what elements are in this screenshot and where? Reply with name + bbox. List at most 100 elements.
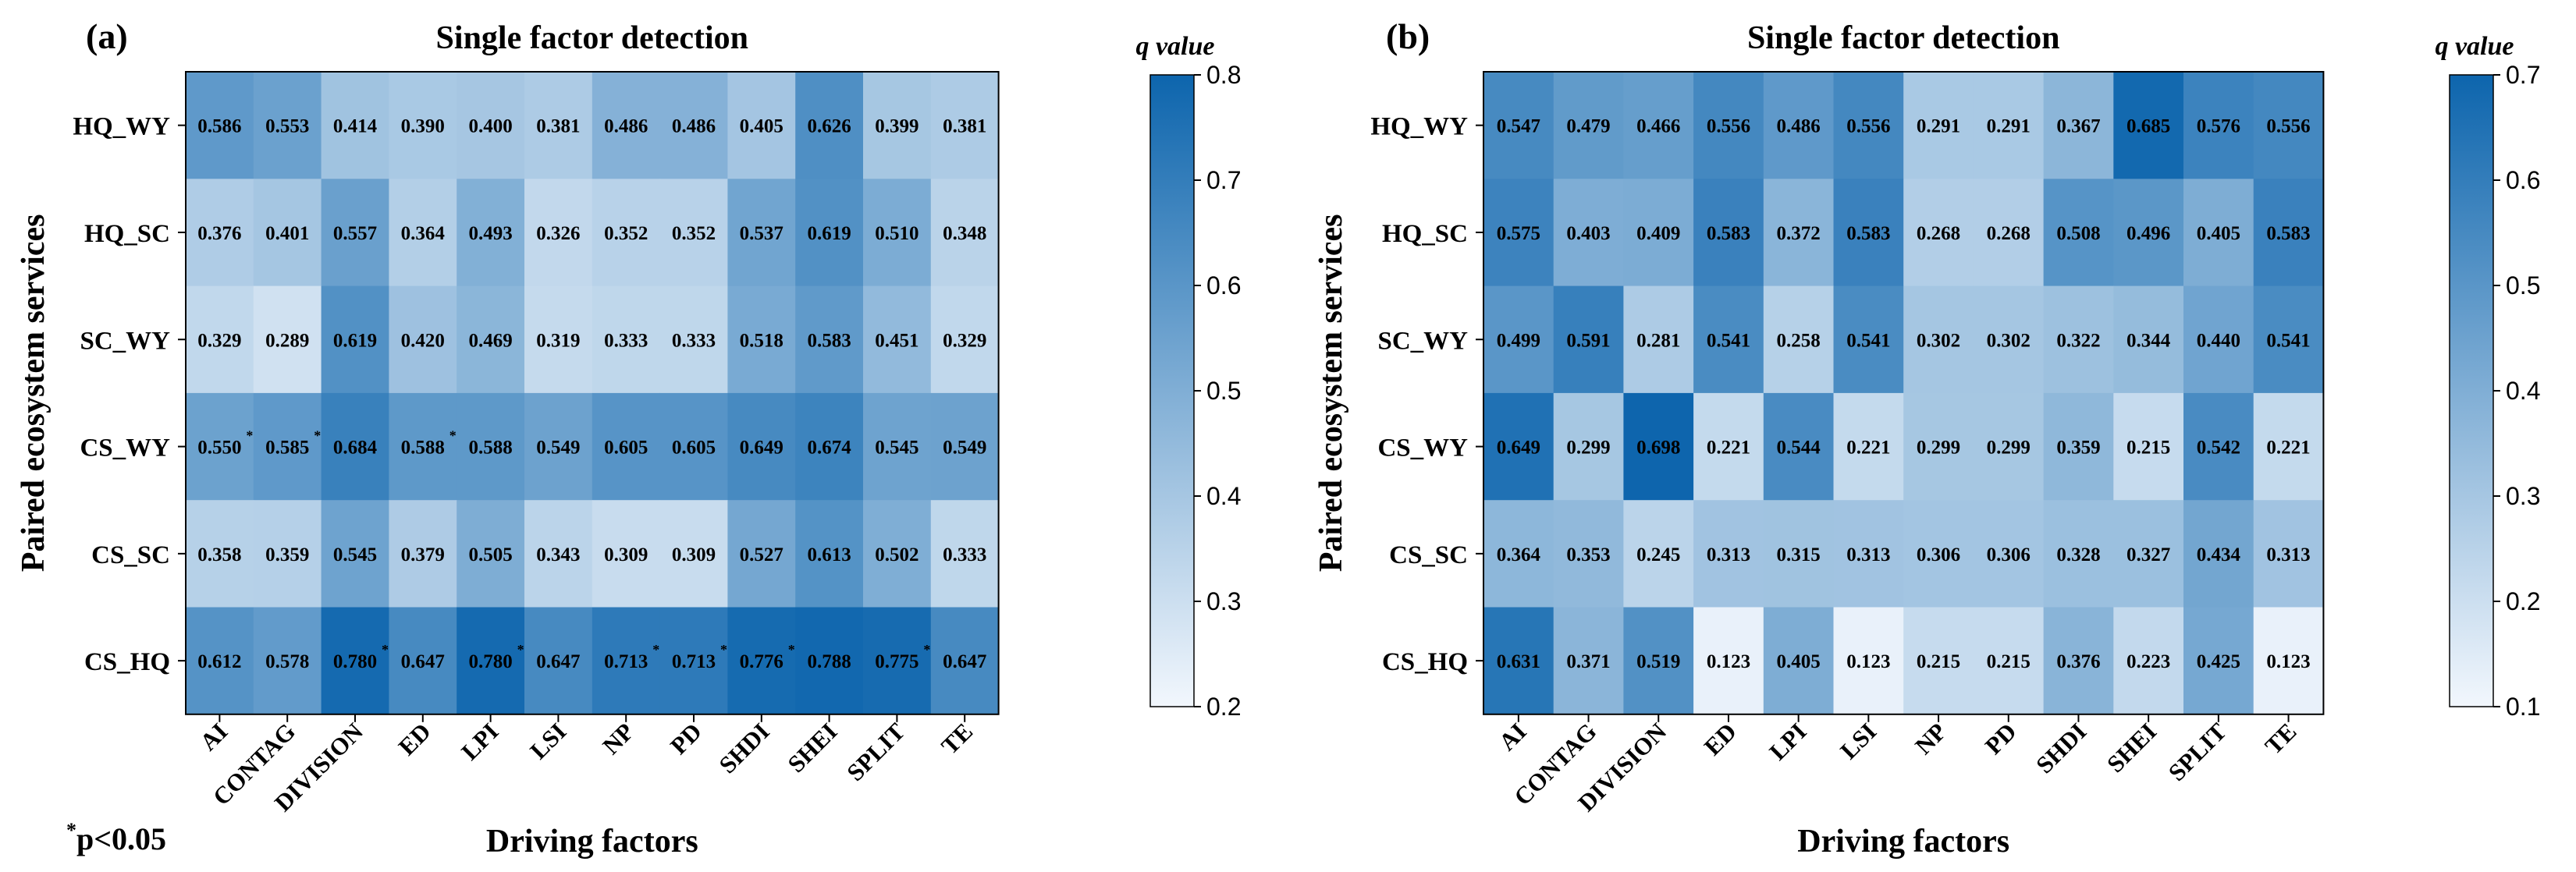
cell-value-label: 0.585 (265, 438, 309, 459)
cell-value-label: 0.775 (875, 651, 918, 672)
cell-value-label: 0.556 (1707, 116, 1750, 137)
cell-value-label: 0.549 (943, 438, 986, 459)
heatmap-cell (1903, 500, 1974, 608)
heatmap-cell (2183, 72, 2254, 179)
x-tick-label: LSI (1835, 718, 1881, 764)
heatmap-cell (1903, 607, 1974, 715)
x-axis-label: Driving factors (1797, 824, 2009, 860)
heatmap-cell (1763, 285, 1835, 394)
cell-value-label: 0.333 (604, 330, 648, 351)
heatmap-cell (321, 179, 389, 287)
heatmap-cell (1693, 392, 1764, 501)
cell-value-label: 0.299 (1987, 438, 2031, 459)
cell-value-label: 0.613 (807, 544, 851, 565)
x-tick-label: SHEI (782, 718, 842, 778)
panel-label: (a) (86, 16, 128, 56)
heatmap-cell (2253, 500, 2324, 608)
heatmap-cell (863, 72, 932, 179)
cell-value-label: 0.390 (401, 116, 445, 137)
cell-value-label: 0.575 (1497, 223, 1540, 244)
cell-value-label: 0.619 (807, 223, 851, 244)
heatmap-cell (321, 607, 389, 715)
heatmap-cell (930, 285, 1000, 394)
heatmap-cell (253, 500, 322, 608)
cell-value-label: 0.123 (2266, 651, 2310, 672)
cell-value-label: 0.619 (333, 330, 377, 351)
heatmap-cell (1903, 179, 1974, 287)
cell-value-label: 0.486 (604, 116, 648, 137)
cell-value-label: 0.364 (401, 223, 446, 244)
heatmap-cell (592, 285, 661, 394)
x-tick-label: TE (936, 718, 978, 760)
chart-title: Single factor detection (1747, 20, 2059, 56)
cell-value-label: 0.403 (1566, 223, 1610, 244)
heatmap-cell (1833, 72, 1904, 179)
heatmap-panel-2: 0.547 0.479 0.466 0.556 0.486 0.556 0.291 0.291… (1313, 16, 2540, 860)
colorbar-tick-label: 0.3 (1206, 587, 1241, 615)
heatmap-panel-1: 0.586 0.553 0.414 0.390 0.400 0.381 0.486 0.486… (16, 16, 1241, 860)
heatmap-cell (795, 285, 864, 394)
heatmap-cell (592, 500, 661, 608)
heatmap-cell (659, 500, 728, 608)
heatmap-cell (1483, 179, 1554, 287)
cell-value-label: 0.258 (1777, 330, 1821, 351)
footnote-asterisk: * (66, 819, 76, 842)
cell-value-label: 0.550 (197, 438, 241, 459)
cell-value-label: 0.486 (672, 116, 716, 137)
cell-value-label: 0.713 (672, 651, 716, 672)
x-axis-label: Driving factors (486, 824, 698, 860)
cell-value-label: 0.400 (468, 116, 512, 137)
cell-value-label: 0.649 (1497, 438, 1540, 459)
cell-value-label: 0.591 (1566, 330, 1610, 351)
heatmap-cell (2253, 179, 2324, 287)
heatmap-cell (186, 179, 254, 287)
x-tick-label: SHDI (713, 718, 774, 778)
cell-value-label: 0.502 (875, 544, 918, 565)
heatmap-cell (2043, 285, 2114, 394)
cell-value-label: 0.556 (1846, 116, 1890, 137)
heatmap-cell (795, 392, 864, 501)
footnote-text: p<0.05 (76, 821, 167, 856)
heatmap-cell (1973, 285, 2045, 394)
heatmap-cell (727, 72, 796, 179)
heatmap-cell (795, 179, 864, 287)
cell-value-label: 0.352 (672, 223, 716, 244)
heatmap-cell (1693, 72, 1764, 179)
cell-value-label: 0.306 (1987, 544, 2031, 565)
heatmap-cell (457, 72, 525, 179)
x-tick-label: SHEI (2102, 718, 2162, 778)
heatmap-cell (1553, 392, 1624, 501)
cell-value-label: 0.527 (740, 544, 783, 565)
cell-value-label: 0.685 (2127, 116, 2170, 137)
x-tick-label: LSI (524, 718, 571, 764)
heatmap-cell (2043, 179, 2114, 287)
significance-marker: * (314, 428, 321, 444)
cell-value-label: 0.713 (604, 651, 648, 672)
cell-value-label: 0.557 (333, 223, 377, 244)
heatmap-cell (2113, 72, 2184, 179)
significance-marker: * (246, 428, 253, 444)
heatmap-cell (2183, 285, 2254, 394)
cell-value-label: 0.359 (2056, 438, 2100, 459)
y-tick-label: CS_WY (80, 434, 170, 463)
significance-marker: * (652, 642, 659, 658)
heatmap-cell (457, 285, 525, 394)
heatmap-cell (930, 72, 1000, 179)
cell-value-label: 0.649 (740, 438, 783, 459)
heatmap-cell (2183, 607, 2254, 715)
cell-value-label: 0.466 (1636, 116, 1680, 137)
chart-title: Single factor detection (436, 20, 748, 56)
heatmap-cell (1483, 500, 1554, 608)
colorbar-tick-label: 0.4 (2506, 377, 2540, 405)
colorbar (2449, 74, 2494, 707)
heatmap-cell (524, 285, 593, 394)
y-tick-label: HQ_SC (84, 220, 170, 248)
heatmap-cell (930, 500, 1000, 608)
heatmap-cell (2183, 500, 2254, 608)
cell-value-label: 0.588 (468, 438, 512, 459)
colorbar (1149, 74, 1195, 707)
heatmap-cell (2253, 72, 2324, 179)
heatmap-cell (1693, 500, 1764, 608)
y-tick-label: SC_WY (80, 327, 170, 355)
heatmap-cell (592, 179, 661, 287)
